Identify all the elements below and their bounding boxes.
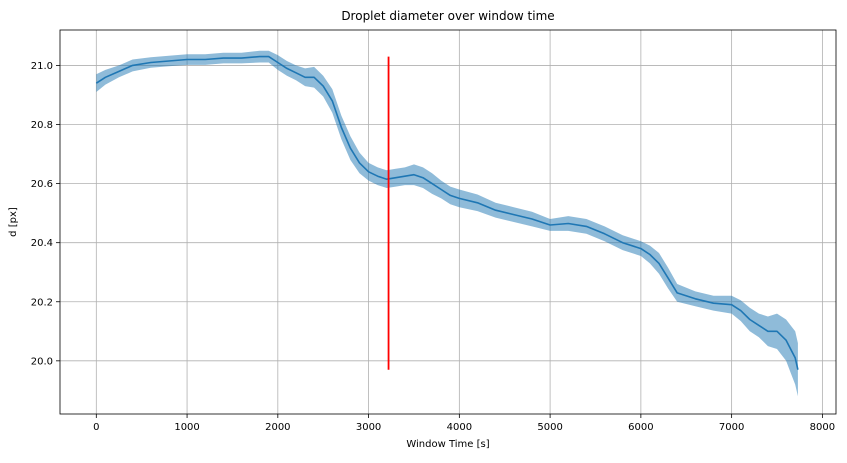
plot-frame <box>59 29 837 415</box>
series-line <box>95 55 799 370</box>
x-tick-label: 1000 <box>174 422 199 433</box>
y-tick-label: 20.8 <box>31 120 53 131</box>
x-tick-label: 5000 <box>537 422 562 433</box>
chart-title: Droplet diameter over window time <box>341 9 554 23</box>
x-tick-label: 7000 <box>719 422 744 433</box>
y-tick-label: 20.4 <box>31 238 53 249</box>
x-tick-label: 8000 <box>810 422 835 433</box>
x-tick-label: 6000 <box>628 422 653 433</box>
x-tick-label: 0 <box>93 422 99 433</box>
y-tick-label: 21.0 <box>31 61 53 72</box>
tick-layer: 0 1000 2000 3000 4000 5000 6000 7000 8000 20.0 20.… <box>31 61 835 433</box>
y-tick-label: 20.0 <box>31 356 53 367</box>
x-tick-label: 2000 <box>265 422 290 433</box>
x-tick-label: 4000 <box>447 422 472 433</box>
y-axis-label: d [px] <box>8 207 19 237</box>
y-tick-label: 20.6 <box>31 179 53 190</box>
y-tick-label: 20.2 <box>31 297 53 308</box>
series-line-layer <box>95 55 799 370</box>
x-tick-label: 3000 <box>356 422 381 433</box>
x-axis-label: Window Time [s] <box>406 439 489 450</box>
